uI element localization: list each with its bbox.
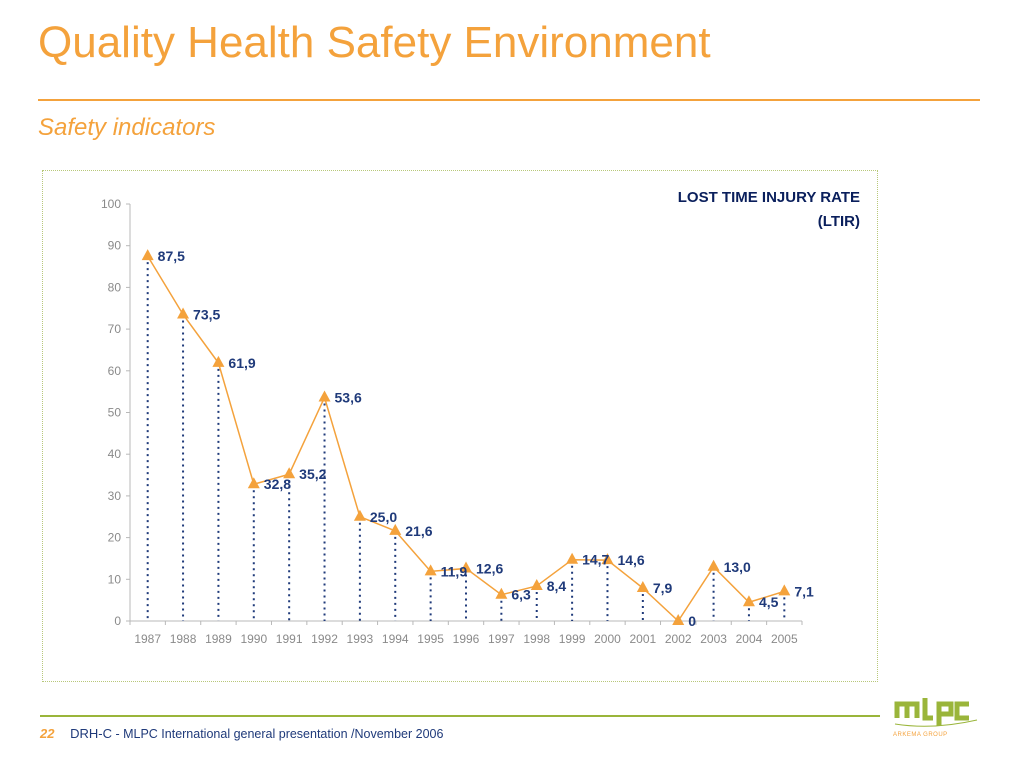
x-tick-label: 2004	[736, 632, 763, 646]
data-label: 7,1	[794, 583, 814, 599]
x-tick-label: 1990	[240, 632, 267, 646]
data-label: 0	[688, 613, 696, 629]
footer-section: DRH-C	[70, 726, 112, 741]
data-point-marker	[212, 355, 225, 367]
y-tick-label: 0	[114, 614, 121, 628]
footer: 22 DRH-C - MLPC International general pr…	[40, 726, 443, 741]
x-tick-label: 1994	[382, 632, 409, 646]
y-tick-label: 70	[108, 322, 122, 336]
x-tick-label: 2000	[594, 632, 621, 646]
data-label: 61,9	[228, 355, 255, 371]
data-label: 12,6	[476, 560, 503, 576]
x-tick-label: 1991	[276, 632, 303, 646]
data-label: 7,9	[653, 580, 673, 596]
ltir-chart: 0 10 20 30 40 50 60 70 80 90 100 1987 1988 1989 1990 19…	[101, 189, 860, 646]
data-label: 13,0	[724, 559, 751, 575]
x-tick-label: 1996	[453, 632, 480, 646]
x-tick-label: 2005	[771, 632, 798, 646]
x-tick-label: 1987	[134, 632, 161, 646]
chart-frame	[42, 170, 878, 682]
footer-divider	[40, 715, 880, 717]
data-point-marker	[636, 581, 649, 593]
data-label: 8,4	[547, 578, 567, 594]
y-tick-label: 40	[108, 447, 122, 461]
title-divider	[38, 99, 980, 101]
page-subtitle: Safety indicators	[38, 114, 216, 141]
data-point-marker	[495, 587, 508, 599]
data-label: 11,9	[441, 563, 468, 579]
y-tick-label: 50	[108, 406, 122, 420]
data-label: 53,6	[335, 389, 362, 405]
x-tick-label: 1997	[488, 632, 515, 646]
y-tick-label: 20	[108, 531, 122, 545]
y-tick-label: 100	[101, 197, 121, 211]
data-point-marker	[778, 584, 791, 596]
y-tick-label: 60	[108, 364, 122, 378]
data-point-marker	[742, 595, 755, 607]
x-tick-label: 1992	[311, 632, 338, 646]
data-label: 73,5	[193, 307, 220, 323]
data-point-marker	[318, 390, 331, 402]
data-label: 32,8	[264, 476, 291, 492]
y-tick-label: 30	[108, 489, 122, 503]
page-title: Quality Health Safety Environment	[38, 18, 711, 67]
data-label: 6,3	[511, 587, 531, 603]
page-number: 22	[40, 726, 55, 741]
data-label: 21,6	[405, 523, 432, 539]
x-tick-label: 1999	[559, 632, 586, 646]
data-label: 25,0	[370, 509, 397, 525]
data-point-marker	[283, 467, 296, 479]
x-tick-label: 2003	[700, 632, 727, 646]
data-label: 4,5	[759, 594, 779, 610]
x-tick-label: 1998	[523, 632, 550, 646]
data-point-marker	[247, 477, 260, 489]
data-point-marker	[141, 249, 154, 261]
data-point-marker	[177, 307, 190, 319]
chart-title-line-1: LOST TIME INJURY RATE	[678, 189, 860, 206]
data-label: 87,5	[158, 248, 185, 264]
x-tick-label: 2001	[629, 632, 656, 646]
data-point-marker	[424, 564, 437, 576]
data-point-marker	[530, 578, 543, 590]
data-point-marker	[566, 552, 579, 564]
x-tick-label: 1995	[417, 632, 444, 646]
data-point-marker	[389, 523, 402, 535]
chart-title-line-2: (LTIR)	[818, 213, 860, 230]
y-tick-label: 90	[108, 239, 122, 253]
x-tick-label: 2002	[665, 632, 692, 646]
logo-group-text: ARKEMA GROUP	[893, 732, 948, 738]
data-label: 14,7	[582, 552, 609, 568]
data-point-marker	[672, 614, 685, 625]
x-tick-label: 1988	[170, 632, 197, 646]
mlpc-logo	[894, 698, 978, 727]
x-tick-label: 1993	[347, 632, 374, 646]
x-tick-label: 1989	[205, 632, 232, 646]
data-point-marker	[460, 561, 472, 573]
data-label: 14,6	[617, 552, 644, 568]
data-point-marker	[353, 509, 366, 521]
y-tick-label: 80	[108, 280, 122, 294]
data-point-marker	[707, 559, 720, 571]
data-label: 35,2	[299, 466, 326, 482]
y-tick-label: 10	[108, 572, 122, 586]
footer-description: - MLPC International general presentatio…	[111, 727, 444, 741]
data-point-marker	[601, 553, 614, 565]
